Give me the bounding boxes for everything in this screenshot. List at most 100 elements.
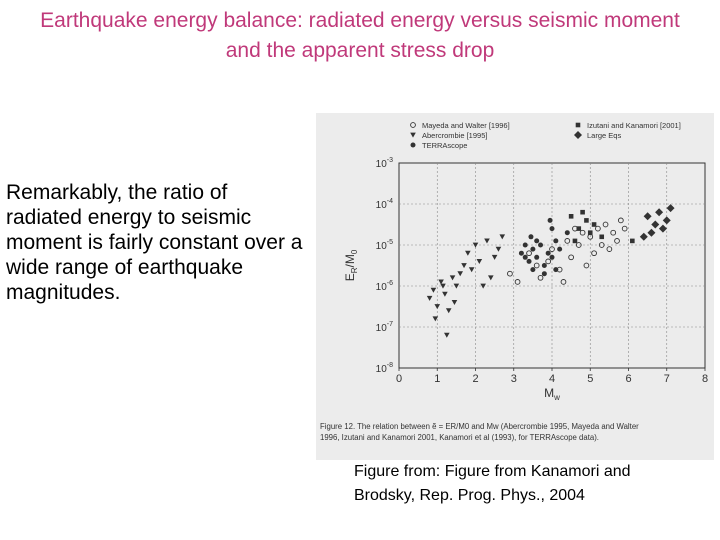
data-point [557, 246, 563, 252]
data-point [426, 295, 433, 301]
series-square [568, 209, 635, 244]
data-point [484, 238, 490, 244]
data-point [451, 300, 458, 305]
data-point [499, 234, 506, 240]
data-point [587, 230, 593, 235]
data-point [549, 254, 555, 260]
x-tick-label: 4 [549, 373, 555, 385]
legend-marker [410, 122, 416, 128]
data-point [583, 262, 590, 269]
data-point [507, 270, 513, 277]
data-point [442, 291, 448, 297]
legend-label: Abercrombie [1995] [422, 131, 487, 140]
data-point [576, 226, 582, 231]
data-point [457, 271, 463, 277]
data-point [602, 221, 609, 228]
data-point [434, 304, 441, 310]
x-tick-label: 6 [625, 373, 631, 385]
data-point [618, 217, 624, 224]
legend-entry: Mayeda and Walter [1996] [410, 121, 510, 130]
x-tick-label: 3 [511, 373, 517, 385]
data-point [614, 238, 620, 244]
data-point [534, 254, 540, 260]
x-tick-label: 2 [472, 373, 478, 385]
data-point [538, 242, 544, 248]
data-point [518, 250, 524, 256]
series-filled-circle [518, 217, 570, 277]
data-point [545, 258, 552, 265]
legend-label: Mayeda and Walter [1996] [422, 121, 510, 130]
data-point [639, 232, 648, 241]
data-point [495, 246, 502, 252]
data-point [547, 217, 553, 223]
series-diamond [639, 204, 675, 241]
y-tick-label: 10-4 [376, 198, 393, 211]
plot-frame [398, 162, 706, 369]
data-point [444, 332, 450, 338]
data-point [472, 242, 479, 248]
data-point [534, 238, 540, 244]
data-point [666, 204, 675, 213]
x-axis-title: Mw [544, 386, 560, 402]
data-point [599, 234, 605, 240]
legend-label: TERRAscope [422, 141, 467, 150]
data-point [568, 214, 574, 219]
series-open-circle [507, 217, 628, 285]
data-point [480, 283, 486, 289]
scatter-chart: Mayeda and Walter [1996] Izutani and Kana… [320, 121, 708, 442]
data-point [476, 259, 483, 264]
data-point [430, 287, 437, 293]
data-point [526, 250, 532, 257]
legend-label: Large Eqs [587, 131, 621, 140]
data-point [584, 218, 589, 223]
legend-label: Izutani and Kanamori [2001] [587, 121, 681, 130]
data-point [662, 216, 671, 225]
data-point [553, 267, 559, 273]
data-point [564, 230, 570, 236]
data-point [465, 250, 471, 256]
data-point [564, 238, 571, 244]
figure-credit: Figure from: Figure from Kanamori and Br… [354, 463, 631, 504]
data-point [528, 234, 534, 240]
figure-caption-line-1: Figure 12. The relation between ẽ = ER/M… [320, 422, 639, 431]
y-tick-label: 10-6 [376, 280, 393, 293]
x-tick-label: 7 [664, 373, 670, 385]
data-point [580, 209, 585, 215]
y-tick-label: 10-5 [376, 239, 393, 252]
data-point [658, 224, 667, 233]
data-point [630, 238, 635, 244]
slide-title: Earthquake energy balance: radiated ener… [40, 9, 680, 62]
data-point [651, 220, 660, 229]
data-point [533, 262, 540, 269]
data-point [549, 226, 555, 232]
legend-marker [410, 142, 416, 148]
data-point [453, 283, 460, 289]
x-tick-label: 0 [396, 373, 402, 385]
data-point [595, 225, 601, 232]
data-point [445, 308, 452, 314]
data-point [621, 225, 628, 232]
series-down-triangle [426, 234, 506, 338]
data-point [606, 246, 613, 252]
data-marks [426, 204, 675, 338]
data-point [541, 271, 547, 277]
data-point [522, 254, 528, 260]
data-point [514, 279, 521, 285]
y-axis-title: ER/M0 [343, 249, 359, 281]
data-point [432, 316, 439, 322]
data-point [522, 242, 528, 248]
data-point [468, 267, 475, 273]
legend-entry: Large Eqs [574, 131, 621, 140]
legend-entry: Abercrombie [1995] [410, 131, 487, 140]
data-point [643, 212, 652, 221]
legend-marker [410, 132, 416, 138]
slide-body-text: Remarkably, the ratio of radiated energy… [6, 181, 303, 304]
data-point [491, 254, 498, 260]
legend-entry: Izutani and Kanamori [2001] [575, 121, 681, 130]
data-point [591, 222, 597, 227]
y-tick-label: 10-7 [376, 321, 393, 334]
data-point [598, 242, 605, 248]
grid [399, 163, 705, 368]
data-point [530, 246, 536, 252]
data-point [568, 254, 574, 261]
